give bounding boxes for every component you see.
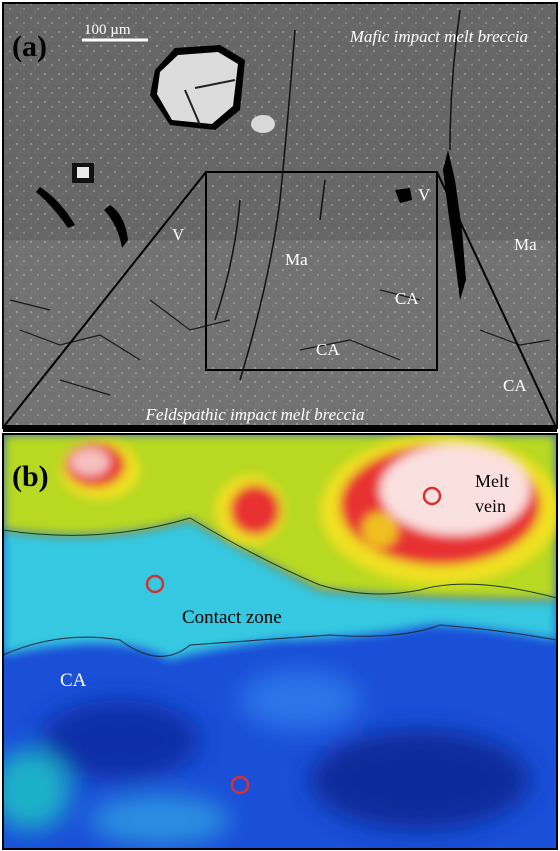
annotation: CA: [316, 340, 340, 359]
annotation: vein: [475, 496, 506, 516]
annotation: Contact zone: [182, 607, 282, 628]
info-bar: [3, 425, 557, 432]
panel-b: (b) Melt vein Contact zone CA: [0, 434, 560, 849]
annotation: Ma: [514, 235, 537, 254]
panel-label: (b): [12, 460, 49, 493]
annotation: CA: [60, 670, 87, 691]
scale-label: 100 µm: [84, 22, 131, 38]
clast: [77, 167, 89, 178]
annotation: Mafic impact melt breccia: [349, 27, 528, 46]
annotation: Ma: [285, 250, 308, 269]
panel-a: (a) 100 µm Mafic impact melt breccia Fel…: [3, 3, 557, 432]
annotation: Feldspathic impact melt breccia: [145, 405, 365, 424]
annotation: CA: [503, 376, 527, 395]
annotation: Melt: [475, 471, 509, 491]
panel-label: (a): [12, 30, 47, 63]
annotation: CA: [395, 289, 419, 308]
annotation: V: [418, 185, 431, 204]
clast: [251, 115, 275, 133]
annotation: V: [172, 225, 185, 244]
feldspathic-zone: [3, 240, 557, 428]
figure: (a) 100 µm Mafic impact melt breccia Fel…: [0, 0, 560, 851]
